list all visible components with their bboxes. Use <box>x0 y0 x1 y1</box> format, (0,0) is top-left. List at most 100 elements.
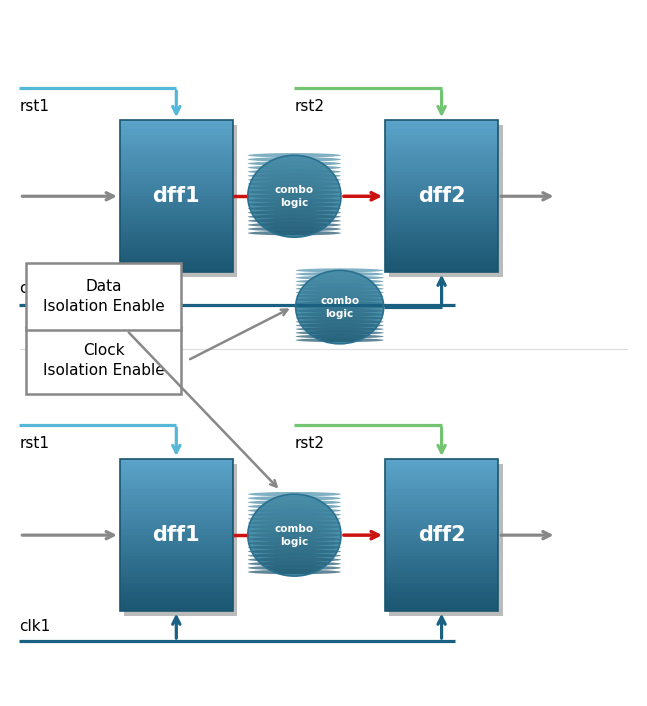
Bar <box>120 559 233 562</box>
Bar <box>120 223 233 226</box>
Ellipse shape <box>248 178 341 182</box>
Bar <box>385 574 498 578</box>
Ellipse shape <box>296 323 384 328</box>
Bar <box>120 510 233 513</box>
Bar <box>120 120 233 123</box>
Bar <box>120 244 233 248</box>
Bar <box>120 535 233 538</box>
Bar <box>120 196 233 199</box>
Bar <box>385 135 498 138</box>
Ellipse shape <box>296 268 384 273</box>
Text: dff2: dff2 <box>418 186 465 206</box>
Bar <box>385 169 498 172</box>
Bar <box>120 251 233 253</box>
Bar <box>120 480 233 483</box>
Ellipse shape <box>248 554 341 558</box>
Bar <box>385 178 498 181</box>
Bar <box>120 477 233 480</box>
FancyBboxPatch shape <box>26 327 181 394</box>
Ellipse shape <box>296 280 384 283</box>
Bar <box>385 241 498 244</box>
Bar <box>385 132 498 135</box>
Bar <box>120 166 233 169</box>
Bar <box>385 205 498 208</box>
Ellipse shape <box>248 561 341 566</box>
Bar <box>385 211 498 214</box>
Bar <box>120 150 233 153</box>
Bar <box>385 489 498 492</box>
Bar <box>120 263 233 265</box>
Bar <box>385 462 498 465</box>
Bar <box>120 208 233 211</box>
Bar <box>120 241 233 244</box>
Bar <box>385 184 498 187</box>
Bar <box>385 590 498 592</box>
Bar <box>385 465 498 468</box>
Bar <box>385 214 498 217</box>
Bar <box>385 498 498 501</box>
Bar <box>120 160 233 162</box>
Ellipse shape <box>248 165 341 170</box>
Bar <box>385 257 498 260</box>
Bar <box>120 562 233 565</box>
Bar <box>385 166 498 169</box>
Ellipse shape <box>248 513 341 517</box>
Bar <box>385 550 498 553</box>
Bar <box>120 522 233 526</box>
Bar <box>120 532 233 535</box>
Bar <box>385 459 498 611</box>
Bar <box>120 541 233 544</box>
Bar <box>385 501 498 504</box>
Bar <box>385 538 498 541</box>
Bar <box>385 471 498 474</box>
Bar <box>385 232 498 235</box>
Bar <box>120 474 233 477</box>
Bar <box>385 553 498 556</box>
Text: dff2: dff2 <box>418 525 465 545</box>
Ellipse shape <box>248 210 341 215</box>
Bar <box>120 217 233 220</box>
Ellipse shape <box>248 153 341 157</box>
Bar <box>385 547 498 550</box>
Bar <box>120 229 233 232</box>
Text: rst2: rst2 <box>294 99 324 114</box>
Ellipse shape <box>248 541 341 546</box>
Bar <box>120 205 233 208</box>
Bar <box>385 190 498 193</box>
Ellipse shape <box>296 287 384 291</box>
Bar <box>385 602 498 604</box>
Bar <box>120 590 233 592</box>
Bar <box>120 468 233 471</box>
Bar <box>120 257 233 260</box>
Ellipse shape <box>296 335 384 338</box>
Bar <box>120 162 233 166</box>
Bar <box>385 571 498 574</box>
Bar <box>385 517 498 520</box>
Bar <box>385 244 498 248</box>
Bar <box>120 129 233 132</box>
Ellipse shape <box>248 517 341 521</box>
Bar <box>120 529 233 532</box>
Bar <box>385 522 498 526</box>
Bar <box>120 602 233 604</box>
Bar <box>385 556 498 559</box>
Bar <box>120 583 233 587</box>
Bar <box>385 120 498 123</box>
Bar <box>385 265 498 269</box>
Bar <box>120 144 233 148</box>
Bar <box>120 489 233 492</box>
Bar <box>120 232 233 235</box>
Ellipse shape <box>248 492 341 496</box>
Bar <box>385 174 498 178</box>
Ellipse shape <box>248 190 341 194</box>
Bar <box>385 141 498 144</box>
Ellipse shape <box>248 496 341 501</box>
Ellipse shape <box>248 219 341 223</box>
Bar <box>385 544 498 547</box>
Bar <box>120 120 233 272</box>
Ellipse shape <box>248 570 341 574</box>
Bar <box>385 504 498 508</box>
Bar <box>120 253 233 257</box>
Bar <box>385 486 498 489</box>
Ellipse shape <box>296 320 384 324</box>
